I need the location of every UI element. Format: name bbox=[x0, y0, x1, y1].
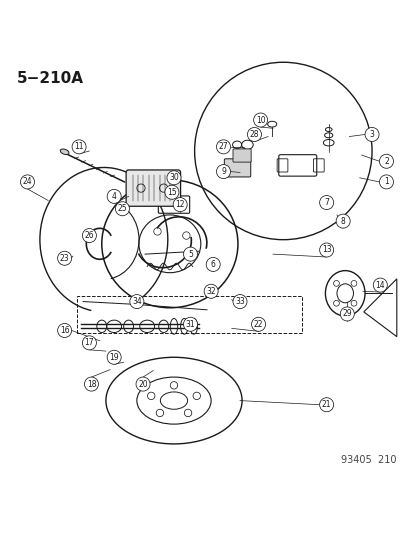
Circle shape bbox=[247, 127, 261, 141]
Circle shape bbox=[82, 336, 96, 350]
Text: 8: 8 bbox=[340, 216, 345, 225]
Text: 1: 1 bbox=[383, 177, 388, 187]
Circle shape bbox=[364, 127, 378, 141]
Text: 23: 23 bbox=[60, 254, 69, 263]
Circle shape bbox=[379, 175, 392, 189]
Text: 7: 7 bbox=[323, 198, 328, 207]
Text: 28: 28 bbox=[249, 130, 259, 139]
FancyBboxPatch shape bbox=[126, 170, 180, 206]
Text: 19: 19 bbox=[109, 353, 119, 362]
Text: 14: 14 bbox=[375, 280, 384, 289]
Circle shape bbox=[173, 198, 187, 212]
Text: 24: 24 bbox=[23, 177, 32, 187]
Text: 26: 26 bbox=[84, 231, 94, 240]
Circle shape bbox=[373, 278, 387, 292]
Circle shape bbox=[216, 140, 230, 154]
Text: 31: 31 bbox=[185, 320, 195, 329]
Circle shape bbox=[319, 243, 333, 257]
Circle shape bbox=[233, 295, 247, 309]
Text: 2: 2 bbox=[383, 157, 388, 166]
Text: 5: 5 bbox=[188, 249, 192, 259]
Circle shape bbox=[339, 307, 354, 321]
Text: 93405  210: 93405 210 bbox=[340, 455, 396, 465]
Circle shape bbox=[107, 350, 121, 364]
Text: 11: 11 bbox=[74, 142, 84, 151]
Text: 21: 21 bbox=[321, 400, 331, 409]
Circle shape bbox=[82, 229, 96, 243]
Text: 22: 22 bbox=[253, 320, 263, 329]
Text: 27: 27 bbox=[218, 142, 228, 151]
Circle shape bbox=[183, 247, 197, 261]
Circle shape bbox=[84, 377, 98, 391]
Circle shape bbox=[130, 295, 144, 309]
Bar bbox=[77, 296, 301, 333]
FancyBboxPatch shape bbox=[233, 149, 251, 162]
Ellipse shape bbox=[60, 149, 69, 155]
Text: 30: 30 bbox=[169, 173, 178, 182]
Text: 13: 13 bbox=[321, 246, 331, 254]
Text: 9: 9 bbox=[221, 167, 225, 176]
Circle shape bbox=[204, 284, 218, 298]
Circle shape bbox=[72, 140, 86, 154]
Text: 6: 6 bbox=[210, 260, 215, 269]
Circle shape bbox=[251, 317, 265, 332]
Circle shape bbox=[164, 185, 178, 199]
Circle shape bbox=[335, 214, 349, 228]
Text: 34: 34 bbox=[132, 297, 141, 306]
Text: 17: 17 bbox=[84, 338, 94, 348]
Circle shape bbox=[136, 377, 150, 391]
Text: 15: 15 bbox=[167, 188, 176, 197]
Circle shape bbox=[379, 154, 392, 168]
Circle shape bbox=[57, 251, 71, 265]
Text: 32: 32 bbox=[206, 287, 216, 296]
Circle shape bbox=[115, 201, 129, 216]
FancyBboxPatch shape bbox=[224, 159, 250, 177]
Text: 10: 10 bbox=[255, 116, 265, 125]
Text: 20: 20 bbox=[138, 379, 147, 389]
Text: 4: 4 bbox=[112, 192, 116, 201]
Circle shape bbox=[183, 317, 197, 332]
Circle shape bbox=[319, 196, 333, 209]
Circle shape bbox=[21, 175, 34, 189]
Circle shape bbox=[216, 165, 230, 179]
Text: 5−210A: 5−210A bbox=[17, 70, 84, 85]
Circle shape bbox=[253, 113, 267, 127]
Text: 25: 25 bbox=[117, 204, 127, 213]
Circle shape bbox=[166, 171, 180, 185]
Text: 33: 33 bbox=[235, 297, 244, 306]
Text: 3: 3 bbox=[369, 130, 374, 139]
Text: 29: 29 bbox=[342, 310, 351, 318]
Text: 18: 18 bbox=[86, 379, 96, 389]
Circle shape bbox=[206, 257, 220, 271]
Text: 12: 12 bbox=[175, 200, 185, 209]
Circle shape bbox=[107, 189, 121, 204]
Circle shape bbox=[319, 398, 333, 411]
Circle shape bbox=[57, 324, 71, 337]
Text: 16: 16 bbox=[60, 326, 69, 335]
